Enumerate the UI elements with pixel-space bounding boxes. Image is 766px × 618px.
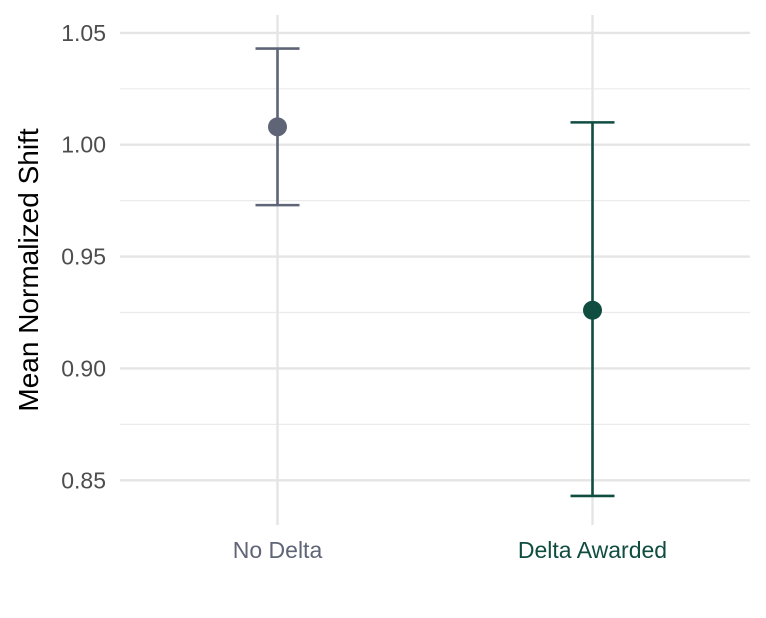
mean-point (268, 117, 287, 137)
y-tick-label: 0.85 (61, 467, 106, 493)
x-category-label: Delta Awarded (518, 537, 667, 563)
y-tick-label: 0.95 (61, 244, 106, 270)
error-bar-group (255, 47, 300, 207)
x-category-label: No Delta (233, 537, 323, 563)
mean-point (583, 300, 602, 320)
y-tick-labels: 0.85 0.90 0.95 1.00 1.05 (61, 20, 106, 493)
y-tick-label: 1.00 (61, 132, 106, 158)
error-bar-marks (255, 47, 615, 498)
y-axis-title: Mean Normalized Shift (13, 128, 44, 411)
y-tick-label: 1.05 (61, 20, 106, 46)
x-category-labels: No Delta Delta Awarded (233, 537, 667, 563)
grid-lines (120, 15, 750, 525)
y-tick-label: 0.90 (61, 355, 106, 381)
error-bar-group (570, 121, 615, 498)
